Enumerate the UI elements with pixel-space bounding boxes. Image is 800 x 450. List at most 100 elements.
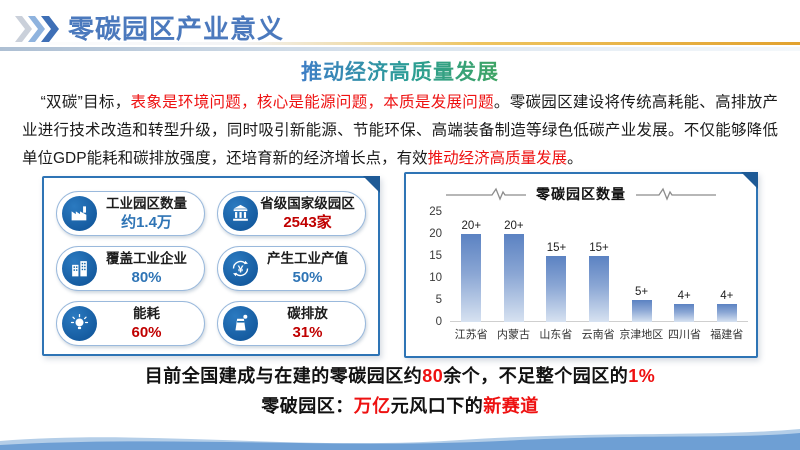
chart-title-row: 零碳园区数量: [406, 184, 756, 204]
header-rule-blue: [0, 47, 800, 51]
stat-value: 约1.4万: [121, 213, 172, 231]
y-axis-tick: 10: [429, 272, 442, 284]
bar: [589, 256, 610, 322]
x-axis-label: 京津地区: [619, 329, 664, 341]
bar: [546, 256, 567, 322]
yen-circulation-icon: ¥: [223, 251, 258, 287]
stat-value: 2543家: [283, 213, 332, 231]
subtitle-wrap: 推动经济高质量发展: [0, 56, 800, 86]
bar-column: 4+: [705, 212, 748, 322]
text-segment: 目前全国建成与在建的零碳园区约: [144, 366, 423, 386]
text-segment: 余个，不足整个园区的: [443, 366, 629, 386]
stat-pill: 工业园区数量 约1.4万: [56, 191, 205, 237]
text-segment: 80: [422, 366, 444, 386]
stat-text: 产生工业产值 50%: [258, 250, 357, 287]
x-axis: 江苏省 内蒙古 山东省 云南省 京津地区 四川省 福建省: [450, 326, 748, 342]
footer-line-2: 零破园区：万亿元风口下的新赛道: [0, 392, 800, 418]
stat-label: 省级国家级园区: [260, 196, 355, 211]
stat-pill: ¥ 产生工业产值 50%: [217, 246, 366, 292]
y-axis-tick: 0: [435, 316, 442, 328]
bar-value-label: 4+: [677, 290, 691, 303]
text-segment: 。: [567, 150, 583, 167]
svg-text:¥: ¥: [238, 263, 244, 275]
bar: [674, 304, 695, 322]
bar-value-label: 20+: [504, 220, 524, 232]
bar: [503, 234, 524, 322]
x-axis-label: 四川省: [667, 329, 701, 341]
text-segment: 零破园区：: [261, 396, 354, 416]
stat-label: 工业园区数量: [106, 196, 187, 211]
bar-column: 20+: [493, 212, 536, 322]
chevrons-icon: [15, 16, 59, 42]
text-segment: “双碳”目标，: [40, 94, 131, 111]
paragraph: “双碳”目标，表象是环境问题，核心是能源问题，本质是发展问题。零碳园区建设将传统…: [22, 89, 778, 173]
stat-pill: 覆盖工业企业 80%: [56, 246, 205, 292]
bar-column: 20+: [450, 212, 493, 322]
stat-label: 能耗: [133, 306, 160, 322]
x-axis-label: 江苏省: [454, 329, 488, 341]
bar-column: 15+: [535, 212, 578, 322]
stat-value: 31%: [292, 323, 323, 341]
chart-panel: 零碳园区数量 0 5 10 15 20 25 20+ 20+ 15+ 15+ 5+ 4+ 4+ 江苏省…: [404, 172, 758, 358]
corner-fold-icon: [363, 176, 380, 193]
y-axis-tick: 20: [429, 228, 442, 240]
stats-grid: 工业园区数量 约1.4万 省级国家级园区 2543家覆盖工业企业 80% ¥ 产生工业产值 5…: [44, 178, 378, 354]
x-axis-label: 山东省: [539, 329, 573, 341]
bar-chart: 0 5 10 15 20 25 20+ 20+ 15+ 15+ 5+ 4+ 4+ 江苏省 内蒙古 山东省云…: [416, 206, 750, 354]
page-title: 零碳园区产业意义: [68, 14, 285, 44]
chart-title: 零碳园区数量: [536, 186, 626, 202]
stat-text: 覆盖工业企业 80%: [97, 250, 196, 287]
pulse-line-icon: [446, 187, 526, 201]
stat-label: 覆盖工业企业: [106, 251, 187, 267]
text-segment: 。零碳园区建设将传统高耗能、高排放产业进行技术改造和转型升级，同时吸引新能源、节…: [22, 94, 778, 167]
x-axis-label: 云南省: [581, 329, 615, 341]
factory-icon: [62, 196, 97, 232]
bar-value-label: 20+: [461, 220, 482, 232]
stat-value: 50%: [292, 268, 323, 286]
stat-label: 碳排放: [287, 306, 328, 322]
bar: [461, 234, 482, 322]
stat-pill: 省级国家级园区 2543家: [217, 191, 366, 237]
y-axis-tick: 15: [429, 250, 442, 262]
y-axis-tick: 25: [429, 206, 442, 218]
bar-value-label: 15+: [589, 242, 609, 254]
x-axis-label: 福建省: [710, 329, 744, 341]
x-axis-label: 内蒙古: [496, 329, 530, 341]
bar: [631, 300, 652, 322]
text-segment: 推动经济高质量发展: [427, 150, 568, 167]
energy-bulb-icon: [62, 306, 97, 342]
text-segment: 元风口下的: [390, 396, 484, 416]
bar-column: 4+: [663, 212, 706, 322]
bar-column: 5+: [620, 212, 663, 322]
carbon-chimney-icon: [223, 306, 258, 342]
bar-value-label: 4+: [720, 290, 734, 303]
footer-line-1: 目前全国建成与在建的零碳园区约80余个，不足整个园区的1%: [0, 362, 800, 388]
text-segment: 新赛道: [483, 396, 539, 416]
stat-pill: 能耗 60%: [56, 301, 205, 347]
text-segment: 1%: [628, 366, 656, 386]
pulse-line-icon: [636, 187, 716, 201]
stat-pill: 碳排放 31%: [217, 301, 366, 347]
text-segment: 万亿: [353, 396, 391, 416]
stat-text: 能耗 60%: [97, 305, 196, 342]
government-building-icon: [223, 196, 258, 232]
bar-value-label: 15+: [546, 242, 567, 254]
subtitle: 推动经济高质量发展: [301, 56, 499, 86]
stat-value: 60%: [131, 323, 162, 341]
stat-text: 碳排放 31%: [258, 305, 357, 342]
stat-value: 80%: [131, 268, 162, 286]
stat-text: 省级国家级园区 2543家: [258, 195, 357, 232]
bar-value-label: 5+: [635, 286, 649, 298]
stat-text: 工业园区数量 约1.4万: [97, 195, 196, 232]
bar-column: 15+: [578, 212, 621, 322]
footer-wave: [0, 429, 800, 450]
enterprise-building-icon: [62, 251, 97, 287]
plot-area: 20+ 20+ 15+ 15+ 5+ 4+ 4+: [450, 212, 748, 322]
corner-fold-icon: [741, 172, 758, 189]
y-axis-tick: 5: [435, 294, 442, 306]
stats-panel: 工业园区数量 约1.4万 省级国家级园区 2543家覆盖工业企业 80% ¥ 产生工业产值 5…: [42, 176, 380, 356]
text-segment: 表象是环境问题，核心是能源问题，本质是发展问题: [130, 94, 494, 111]
header-rule-gold: [0, 42, 800, 45]
stat-label: 产生工业产值: [267, 251, 348, 267]
